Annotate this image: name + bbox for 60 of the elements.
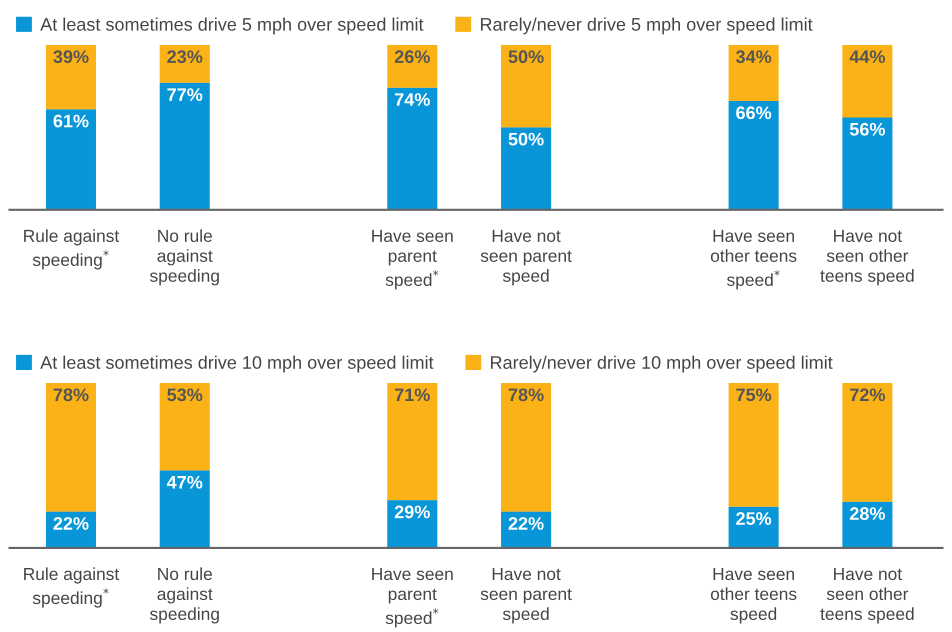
x-tick-label: Have seen other teens speed$^{*}$ (710, 230, 796, 290)
legend-label: At least sometimes drive 10 mph over speed limit (40, 356, 434, 372)
bar (387, 44, 438, 88)
x-tick-label: Have not seen other teens speed (820, 230, 914, 286)
data-label: 25% (736, 512, 772, 525)
data-label: 75% (736, 388, 772, 402)
bar (160, 470, 210, 548)
bar (501, 382, 552, 512)
x-tick-label: No rule against speeding (150, 229, 219, 286)
bar (387, 500, 438, 548)
data-label: 78% (54, 388, 89, 402)
x-tick-label: No rule against speeding (150, 567, 219, 624)
bar (842, 44, 892, 118)
bar (501, 127, 552, 210)
bar (160, 82, 210, 210)
x-tick-label: Have seen parent speed$^{*}$ (372, 230, 453, 290)
data-label: 28% (850, 507, 885, 520)
bar (46, 109, 96, 210)
data-label: 71% (394, 388, 430, 402)
data-label: 23% (167, 50, 202, 64)
bar (46, 382, 96, 512)
bar (46, 44, 96, 110)
bar (387, 382, 438, 500)
legend-label: Rarely/never drive 10 mph over speed limit (491, 356, 833, 372)
x-tick-label: Rule against speeding$^{*}$ (24, 229, 120, 270)
data-label: 66% (736, 106, 772, 120)
x-tick-label: Have not seen parent speed (480, 568, 572, 624)
x-tick-label: Have not seen parent speed (480, 230, 572, 286)
data-label: 22% (508, 517, 544, 530)
data-label: 29% (394, 506, 430, 518)
x-tick-label: Rule against speeding$^{*}$ (24, 567, 120, 608)
bar (842, 117, 892, 210)
data-label: 34% (736, 50, 772, 64)
bar (501, 44, 552, 128)
data-label: 26% (394, 50, 430, 64)
data-label: 56% (850, 122, 885, 136)
bar (842, 382, 892, 502)
bar (728, 100, 779, 210)
data-label: 22% (54, 517, 89, 530)
data-label: 53% (167, 388, 202, 402)
bar (387, 88, 438, 210)
bar (160, 44, 210, 83)
legend-label: At least sometimes drive 5 mph over speed limit (40, 18, 424, 34)
x-tick-label: Have seen other teens speed (710, 568, 796, 624)
data-label: 72% (850, 388, 885, 402)
data-label: 77% (167, 88, 202, 101)
data-label: 39% (53, 50, 89, 64)
data-label: 50% (508, 132, 544, 146)
bar (728, 44, 779, 101)
data-label: 78% (508, 388, 544, 402)
data-label: 61% (54, 114, 89, 128)
x-tick-label: Have seen parent speed$^{*}$ (372, 568, 453, 628)
bar (160, 382, 210, 470)
bar (728, 382, 779, 507)
x-tick-label: Have not seen other teens speed (820, 568, 914, 624)
data-label: 44% (850, 50, 885, 64)
data-label: 50% (508, 50, 544, 64)
legend-label: Rarely/never drive 5 mph over speed limit (480, 18, 813, 34)
data-label: 74% (394, 93, 430, 106)
data-label: 47% (166, 476, 202, 489)
